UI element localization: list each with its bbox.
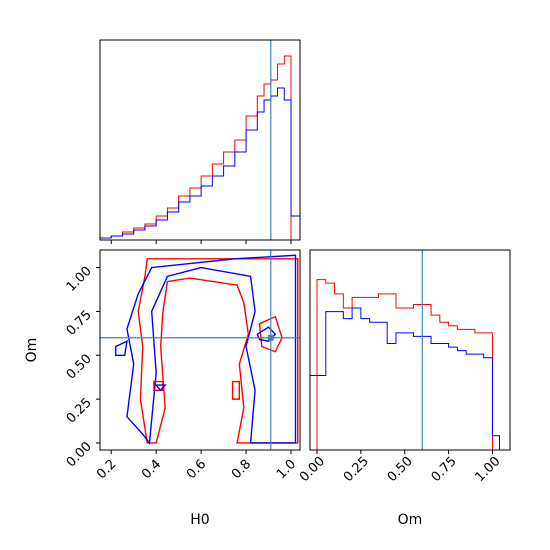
om-hist-tick-label-1.00: 1.00 [472,454,503,485]
om-histogram-panel: 0.00 0.25 0.50 0.75 1.00 [297,249,511,485]
om-tick-label-0.50: 0.50 [64,351,95,382]
om-hist-tick-label-0.75: 0.75 [429,454,460,485]
om-hist-series-red [310,279,500,451]
om-hist-tick-label-0.50: 0.50 [385,454,416,485]
h0-hist-frame [99,39,301,241]
h0-histogram-panel [99,39,301,244]
contour-blue-6 [154,384,167,392]
om-tick-label-0.25: 0.25 [64,395,95,426]
contour-blue-1 [126,254,297,445]
contour-red-5 [153,380,164,392]
y-axis-label-om: Om [24,338,40,363]
x-axis-label-om: Om [398,512,423,528]
h0-tick-label-0.2: 0.2 [94,457,119,482]
scatter-frame [99,249,301,451]
h0-tick-label-0.8: 0.8 [229,457,254,482]
om-tick-label-0.00: 0.00 [64,439,95,470]
h0-om-contour-panel: 0.2 0.4 0.6 0.8 1.0 0.00 0.25 0.50 0.75 1.00 [64,249,301,482]
contour-red-0 [137,258,299,444]
h0-hist-series-blue [99,87,301,240]
h0-tick-label-1.0: 1.0 [274,457,299,482]
truth-marker [267,334,274,341]
contour-red-4 [231,380,241,400]
om-hist-tick-label-0.25: 0.25 [341,454,372,485]
contour-blue-7 [115,340,128,356]
om-hist-series-blue [309,307,500,450]
om-tick-label-0.75: 0.75 [64,308,95,339]
contour-red-2 [258,315,283,353]
h0-hist-series-red [99,55,300,241]
om-hist-tick-label-0.00: 0.00 [297,454,328,485]
om-hist-frame [309,249,511,451]
h0-tick-label-0.4: 0.4 [139,457,164,482]
h0-tick-label-0.6: 0.6 [184,457,209,482]
om-tick-label-1.00: 1.00 [64,264,95,295]
x-axis-label-h0: H0 [190,512,209,528]
